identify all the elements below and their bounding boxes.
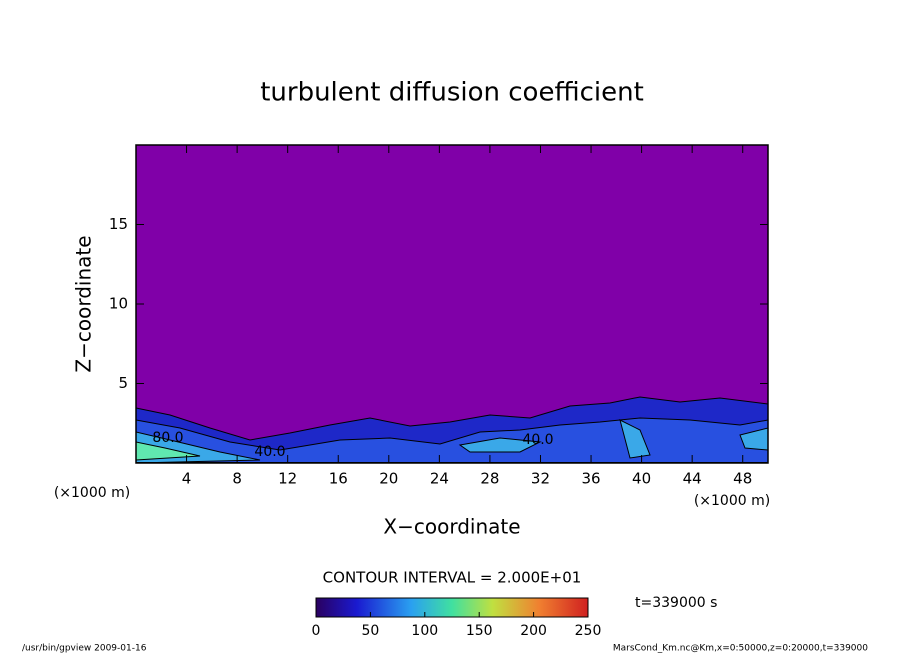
contour-band — [136, 419, 768, 463]
y-axis-unit: (×1000 m) — [54, 485, 130, 501]
y-tick-label: 5 — [118, 374, 128, 392]
contour-label: 80.0 — [152, 430, 183, 446]
contour-label: 40.0 — [254, 444, 285, 460]
x-tick-label: 48 — [733, 470, 752, 488]
x-tick-label: 16 — [329, 470, 348, 488]
colorbar-tick-label: 100 — [411, 623, 438, 639]
x-tick-label: 20 — [379, 470, 398, 488]
contour-field — [136, 145, 768, 463]
contour-band — [136, 441, 201, 461]
x-tick-label: 28 — [480, 470, 499, 488]
chart-title: turbulent diffusion coefficient — [260, 78, 644, 108]
x-tick-label: 24 — [430, 470, 449, 488]
colorbar-tick-label: 250 — [575, 623, 602, 639]
x-axis-label: X−coordinate — [383, 515, 520, 539]
x-axis-unit: (×1000 m) — [694, 493, 770, 509]
y-tick-label: 10 — [109, 295, 128, 313]
footer-left: /usr/bin/gpview 2009-01-16 — [22, 644, 147, 654]
time-label: t=339000 s — [635, 595, 717, 611]
x-tick-label: 40 — [632, 470, 651, 488]
x-tick-label: 12 — [278, 470, 297, 488]
colorbar-tick-label: 50 — [361, 623, 379, 639]
contour-label: 40.0 — [522, 432, 553, 448]
y-axis-label: Z−coordinate — [72, 235, 96, 372]
colorbar — [315, 597, 589, 618]
contour-band — [136, 417, 768, 463]
y-tick-label: 15 — [109, 215, 128, 233]
x-tick-label: 44 — [683, 470, 702, 488]
footer-right: MarsCond_Km.nc@Km,x=0:50000,z=0:20000,t=… — [613, 644, 868, 654]
x-tick-label: 32 — [531, 470, 550, 488]
x-tick-label: 36 — [581, 470, 600, 488]
colorbar-tick-label: 150 — [466, 623, 493, 639]
x-tick-label: 8 — [232, 470, 242, 488]
colorbar-tick-label: 200 — [520, 623, 547, 639]
colorbar-tick-label: 0 — [312, 623, 321, 639]
x-tick-label: 4 — [182, 470, 192, 488]
contour-interval: CONTOUR INTERVAL = 2.000E+01 — [323, 569, 582, 587]
